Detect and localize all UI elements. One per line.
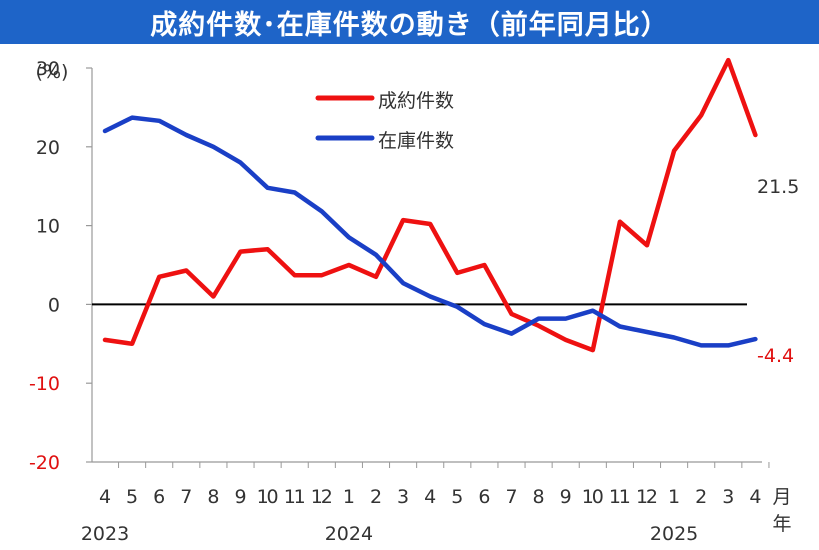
x-tick-label: 3 (397, 486, 409, 508)
x-tick-label: 7 (180, 486, 192, 508)
y-tick-label: 20 (36, 137, 60, 159)
chart-title: 成約件数･在庫件数の動き（前年同月比） (0, 0, 819, 44)
x-tick-label: 12 (636, 486, 658, 508)
x-tick-label: 2 (370, 486, 382, 508)
axes (91, 68, 762, 463)
x-year-label: 2024 (325, 523, 373, 545)
end-labels: 21.5 -4.4 (757, 176, 799, 367)
x-axis-month-unit: 月 (772, 486, 791, 508)
y-tick-label: 10 (36, 216, 60, 238)
x-tick-label: 6 (478, 486, 490, 508)
x-tick-label: 11 (609, 486, 631, 508)
end-label-series-1: 21.5 (757, 176, 799, 198)
x-tick-label: 1 (343, 486, 355, 508)
x-tick-label: 8 (207, 486, 219, 508)
y-tick-label: 0 (48, 294, 60, 316)
x-axis-year-unit: 年 (772, 513, 791, 535)
x-tick-label: 1 (668, 486, 680, 508)
x-tick-label: 8 (533, 486, 545, 508)
series-lines (102, 57, 758, 353)
x-tick-label: 5 (126, 486, 138, 508)
x-tick-label: 9 (560, 486, 572, 508)
y-tick-label: -20 (29, 452, 60, 474)
x-tick-label: 4 (424, 486, 436, 508)
x-tick-label: 5 (451, 486, 463, 508)
y-tick-label: 30 (36, 58, 60, 80)
legend-label-1: 成約件数 (378, 90, 454, 112)
x-tick-label: 10 (582, 486, 604, 508)
x-tick-label: 3 (722, 486, 734, 508)
x-tick-label: 12 (311, 486, 333, 508)
x-year-label: 2025 (650, 523, 698, 545)
y-axis-unit-label: (%) (36, 61, 69, 83)
x-tick-label: 4 (749, 486, 761, 508)
end-label-series-2: -4.4 (757, 345, 794, 367)
y-tick-label: -10 (29, 373, 60, 395)
legend-label-2: 在庫件数 (378, 130, 454, 152)
x-tick-label: 9 (234, 486, 246, 508)
x-tick-label: 6 (153, 486, 165, 508)
x-tick-label: 10 (257, 486, 279, 508)
series-line-2 (102, 115, 758, 348)
x-tick-label: 2 (695, 486, 707, 508)
x-tick-label: 4 (99, 486, 111, 508)
series-line-1 (102, 57, 758, 353)
x-tick-label: 11 (284, 486, 306, 508)
y-axis-ticks: 30 20 10 0 -10 -20 (29, 58, 92, 474)
x-year-label: 2023 (81, 523, 129, 545)
x-tick-label: 7 (505, 486, 517, 508)
